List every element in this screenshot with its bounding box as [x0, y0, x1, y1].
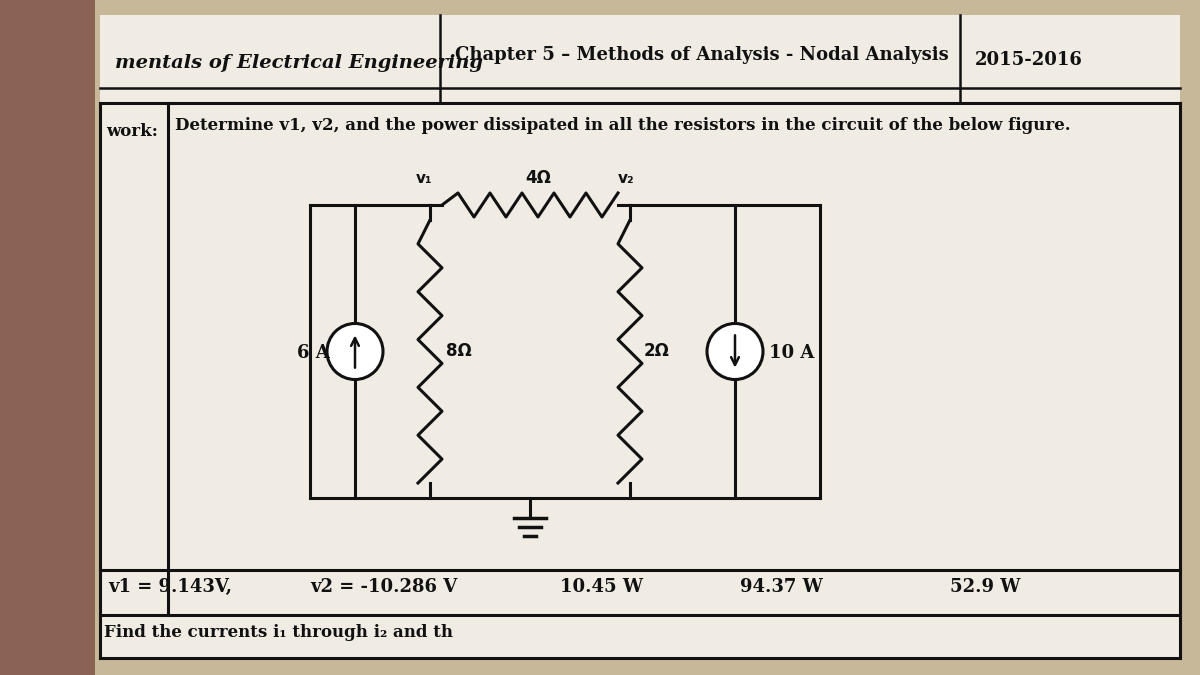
Text: 4Ω: 4Ω	[526, 169, 551, 187]
Text: 2015-2016: 2015-2016	[974, 51, 1082, 69]
Text: 10.45 W: 10.45 W	[560, 578, 643, 596]
FancyBboxPatch shape	[0, 0, 95, 675]
Text: v₂: v₂	[618, 171, 635, 186]
Text: mentals of Electrical Engineering: mentals of Electrical Engineering	[115, 54, 482, 72]
Text: 10 A: 10 A	[769, 344, 815, 362]
Text: v2 = -10.286 V: v2 = -10.286 V	[310, 578, 457, 596]
Text: 52.9 W: 52.9 W	[950, 578, 1020, 596]
Text: work:: work:	[106, 123, 158, 140]
Text: 8Ω: 8Ω	[446, 342, 472, 360]
Circle shape	[326, 323, 383, 379]
Text: v₁: v₁	[416, 171, 433, 186]
Text: Chapter 5 – Methods of Analysis - Nodal Analysis: Chapter 5 – Methods of Analysis - Nodal …	[455, 46, 949, 64]
Text: Find the currents i₁ through i₂ and th: Find the currents i₁ through i₂ and th	[104, 624, 454, 641]
Text: 2Ω: 2Ω	[644, 342, 670, 360]
Text: Determine v1, v2, and the power dissipated in all the resistors in the circuit o: Determine v1, v2, and the power dissipat…	[175, 117, 1070, 134]
Text: 6 A: 6 A	[298, 344, 330, 362]
FancyBboxPatch shape	[100, 15, 1180, 660]
Circle shape	[707, 323, 763, 379]
Text: v1 = 9.143V,: v1 = 9.143V,	[108, 578, 232, 596]
Text: 94.37 W: 94.37 W	[740, 578, 823, 596]
